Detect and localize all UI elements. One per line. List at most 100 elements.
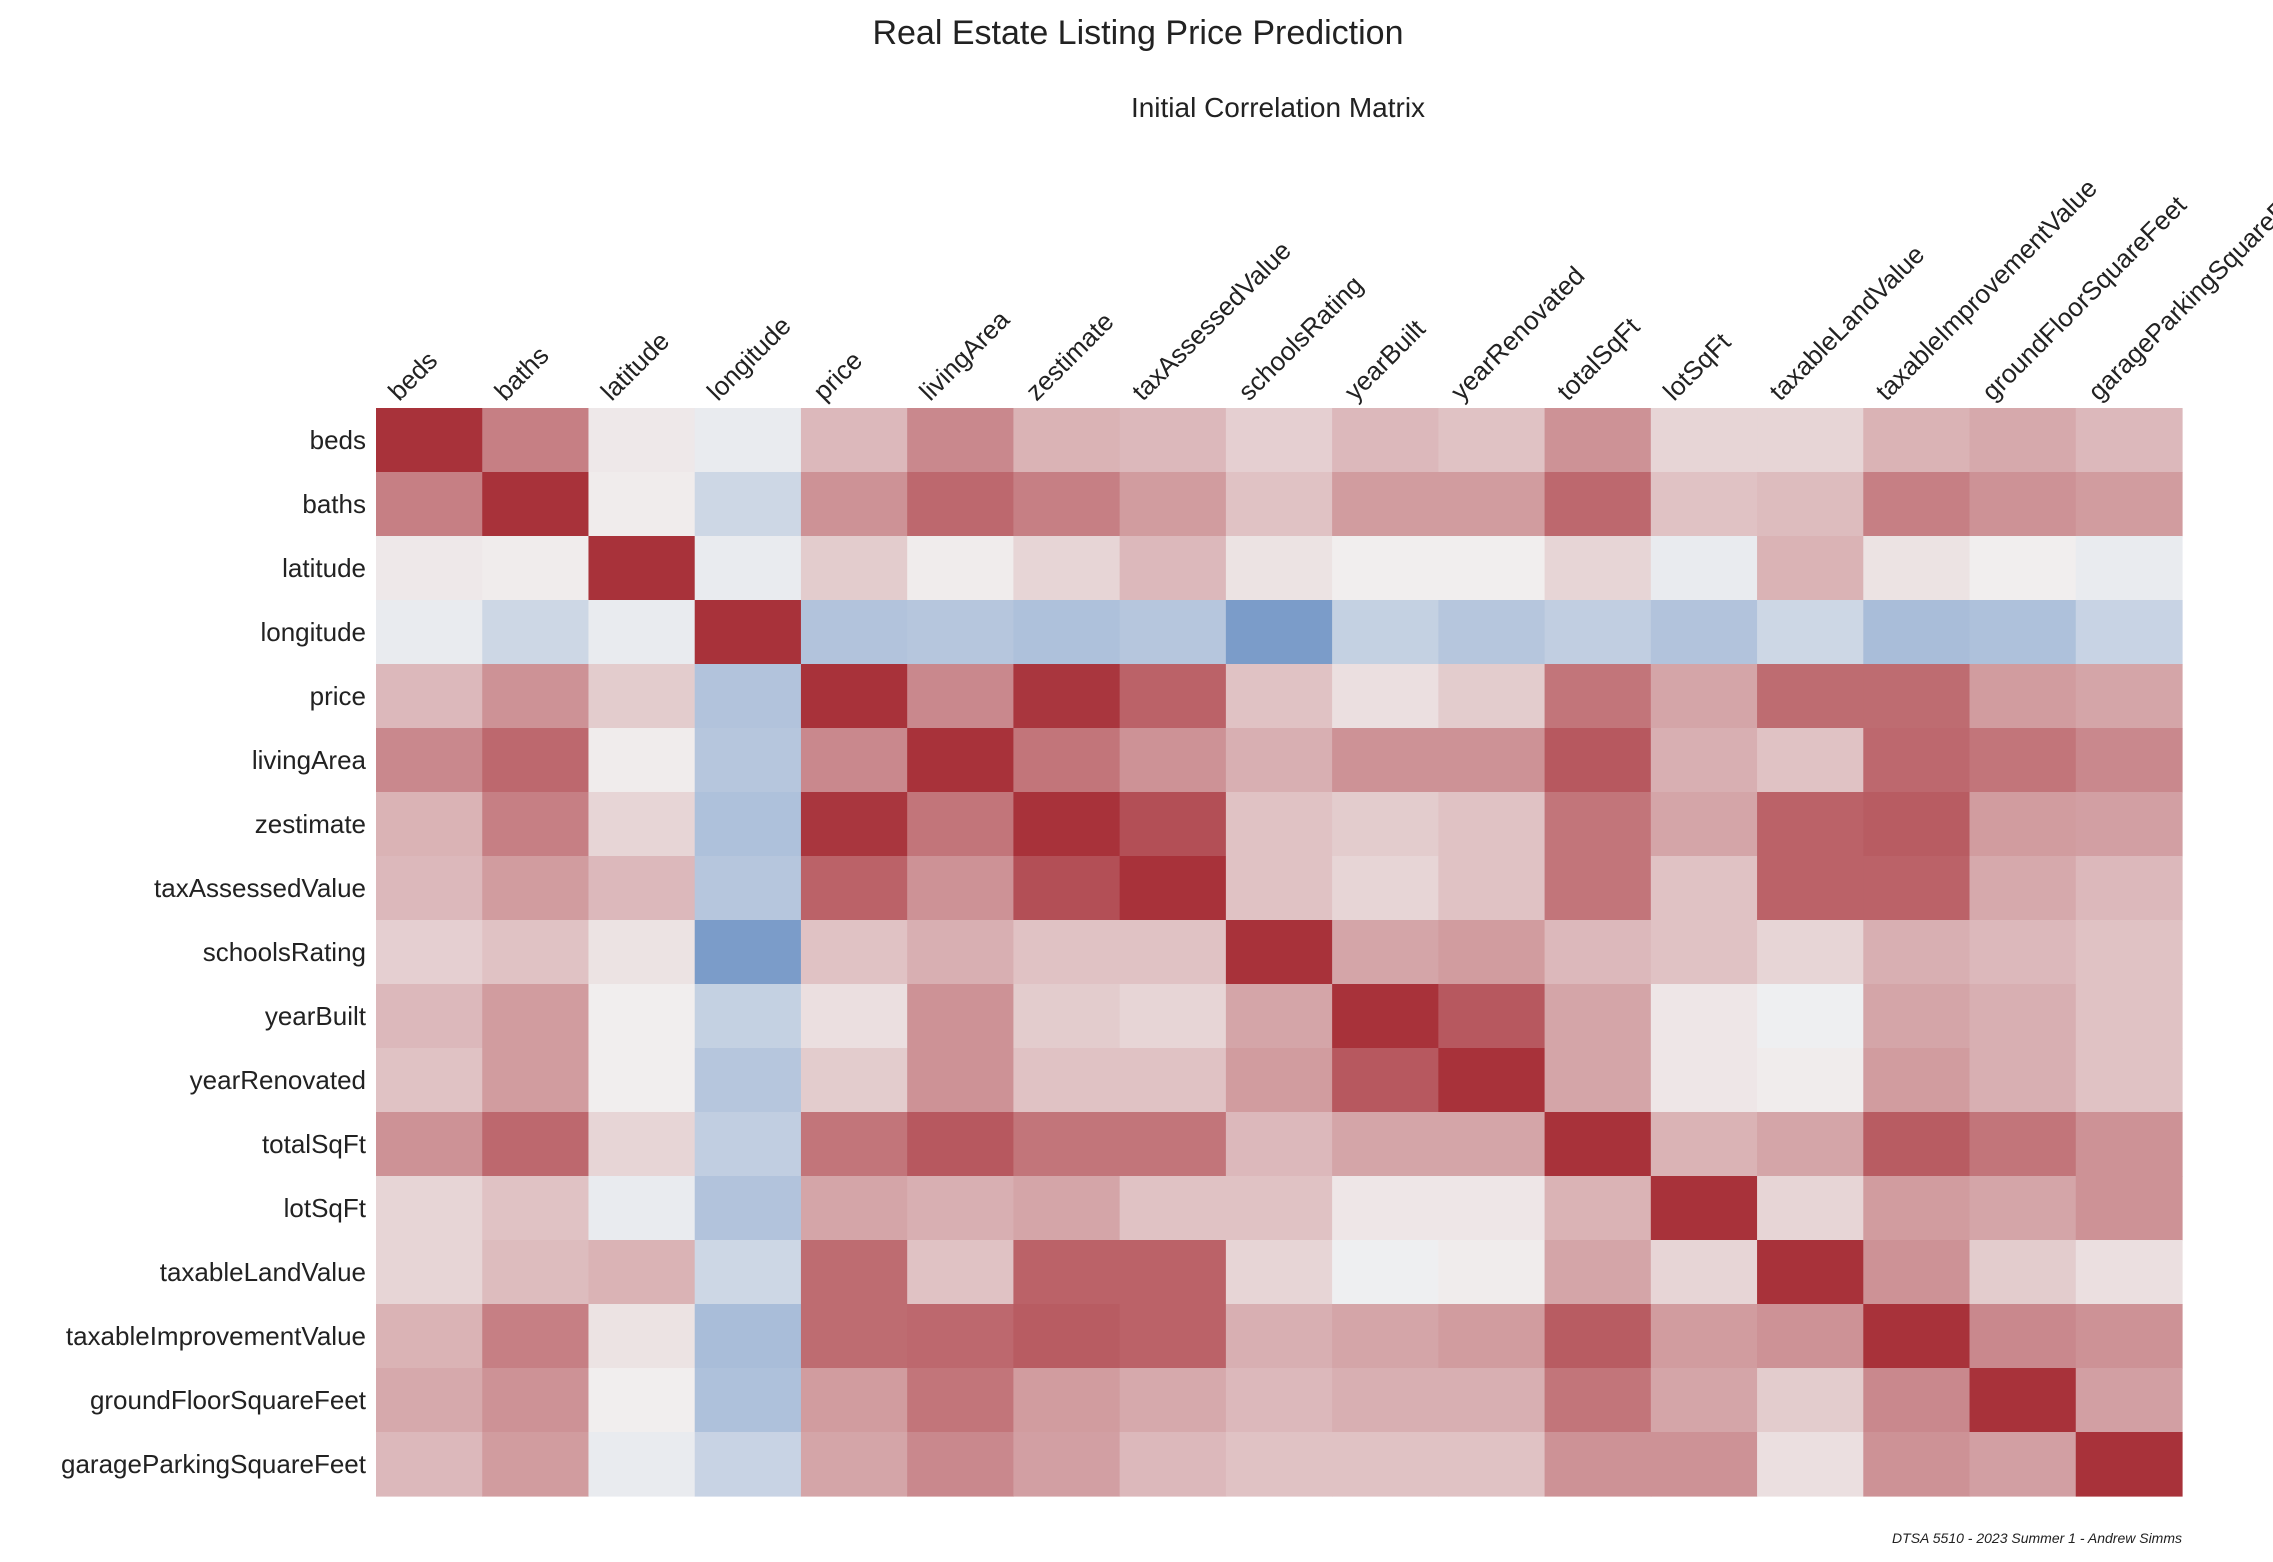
heatmap-cell-totalSqFt-price	[800, 1112, 908, 1177]
heatmap-cell-zestimate-longitude	[694, 792, 802, 857]
heatmap-cell-lotSqFt-zestimate	[1013, 1176, 1121, 1241]
heatmap-cell-yearBuilt-latitude	[588, 984, 696, 1049]
heatmap-cell-longitude-price	[800, 600, 908, 665]
heatmap-cell-livingArea-livingArea	[907, 728, 1015, 793]
heatmap-cell-yearRenovated-price	[800, 1048, 908, 1113]
y-axis-tick-labels: beds baths latitude longitude price livingAre…	[61, 425, 367, 1479]
heatmap-cell-taxableLandValue-livingArea	[907, 1240, 1015, 1305]
heatmap-cell-zestimate-garageParkingSquareFeet	[2075, 792, 2183, 857]
y-tick-label-groundFloorSquareFeet: groundFloorSquareFeet	[90, 1385, 367, 1415]
heatmap-cell-taxableLandValue-price	[800, 1240, 908, 1305]
heatmap-cell-lotSqFt-lotSqFt	[1650, 1176, 1758, 1241]
heatmap-cell-totalSqFt-totalSqFt	[1544, 1112, 1652, 1177]
heatmap-cell-lotSqFt-yearBuilt	[1332, 1176, 1439, 1241]
heatmap-cell-yearBuilt-longitude	[694, 984, 802, 1049]
y-tick-label-taxableLandValue: taxableLandValue	[160, 1257, 366, 1287]
heatmap-cell-garageParkingSquareFeet-longitude	[694, 1432, 802, 1497]
heatmap-cell-garageParkingSquareFeet-yearBuilt	[1332, 1432, 1439, 1497]
heatmap-cell-yearBuilt-yearRenovated	[1438, 984, 1546, 1049]
x-tick-label-lotSqFt: lotSqFt	[1657, 326, 1737, 406]
heatmap-cell-yearRenovated-totalSqFt	[1544, 1048, 1652, 1113]
heatmap-cell-beds-groundFloorSquareFeet	[1969, 408, 2077, 473]
heatmap-cell-taxableLandValue-baths	[482, 1240, 590, 1305]
heatmap-cell-yearBuilt-baths	[482, 984, 590, 1049]
heatmap-cells	[376, 408, 2183, 1497]
heatmap-cell-totalSqFt-schoolsRating	[1225, 1112, 1333, 1177]
heatmap-cell-groundFloorSquareFeet-taxAssessedValue	[1119, 1368, 1227, 1433]
x-tick-label-baths: baths	[488, 340, 554, 406]
heatmap-cell-garageParkingSquareFeet-taxAssessedValue	[1119, 1432, 1227, 1497]
heatmap-cell-latitude-longitude	[694, 536, 802, 601]
x-tick-label-beds: beds	[382, 345, 443, 406]
heatmap-cell-yearBuilt-beds	[376, 984, 483, 1049]
heatmap-cell-yearRenovated-lotSqFt	[1650, 1048, 1758, 1113]
heatmap-cell-zestimate-groundFloorSquareFeet	[1969, 792, 2077, 857]
heatmap-cell-garageParkingSquareFeet-beds	[376, 1432, 483, 1497]
heatmap-cell-taxableImprovementValue-groundFloorSquareFeet	[1969, 1304, 2077, 1369]
heatmap-cell-beds-longitude	[694, 408, 802, 473]
heatmap-cell-yearBuilt-taxableImprovementValue	[1863, 984, 1971, 1049]
heatmap-cell-price-groundFloorSquareFeet	[1969, 664, 2077, 729]
heatmap-cell-livingArea-price	[800, 728, 908, 793]
heatmap-cell-groundFloorSquareFeet-yearRenovated	[1438, 1368, 1546, 1433]
y-tick-label-longitude: longitude	[260, 617, 366, 647]
heatmap-cell-beds-yearRenovated	[1438, 408, 1546, 473]
heatmap-cell-longitude-schoolsRating	[1225, 600, 1333, 665]
heatmap-cell-taxableImprovementValue-zestimate	[1013, 1304, 1121, 1369]
heatmap-cell-totalSqFt-taxableImprovementValue	[1863, 1112, 1971, 1177]
y-tick-label-totalSqFt: totalSqFt	[262, 1129, 367, 1159]
heatmap-cell-garageParkingSquareFeet-schoolsRating	[1225, 1432, 1333, 1497]
heatmap-cell-latitude-taxableLandValue	[1757, 536, 1864, 601]
heatmap-cell-taxAssessedValue-price	[800, 856, 908, 921]
heatmap-cell-yearRenovated-livingArea	[907, 1048, 1015, 1113]
heatmap-cell-totalSqFt-taxableLandValue	[1757, 1112, 1864, 1177]
heatmap-cell-livingArea-yearBuilt	[1332, 728, 1439, 793]
heatmap-cell-price-price	[800, 664, 908, 729]
heatmap-cell-totalSqFt-latitude	[588, 1112, 696, 1177]
heatmap-cell-yearRenovated-groundFloorSquareFeet	[1969, 1048, 2077, 1113]
y-tick-label-taxableImprovementValue: taxableImprovementValue	[66, 1321, 366, 1351]
heatmap-cell-beds-yearBuilt	[1332, 408, 1439, 473]
heatmap-cell-longitude-groundFloorSquareFeet	[1969, 600, 2077, 665]
heatmap-cell-garageParkingSquareFeet-yearRenovated	[1438, 1432, 1546, 1497]
heatmap-cell-yearBuilt-totalSqFt	[1544, 984, 1652, 1049]
heatmap-cell-price-zestimate	[1013, 664, 1121, 729]
heatmap-cell-taxableImprovementValue-taxAssessedValue	[1119, 1304, 1227, 1369]
heatmap-cell-yearRenovated-beds	[376, 1048, 483, 1113]
heatmap-cell-livingArea-taxableImprovementValue	[1863, 728, 1971, 793]
heatmap-cell-garageParkingSquareFeet-garageParkingSquareFeet	[2075, 1432, 2183, 1497]
y-tick-label-yearRenovated: yearRenovated	[190, 1065, 366, 1095]
x-tick-label-livingArea: livingArea	[913, 304, 1015, 406]
heatmap-cell-yearBuilt-groundFloorSquareFeet	[1969, 984, 2077, 1049]
y-tick-label-lotSqFt: lotSqFt	[284, 1193, 367, 1223]
heatmap-cell-baths-lotSqFt	[1650, 472, 1758, 537]
heatmap-cell-groundFloorSquareFeet-groundFloorSquareFeet	[1969, 1368, 2077, 1433]
heatmap-cell-livingArea-zestimate	[1013, 728, 1121, 793]
heatmap-cell-taxableImprovementValue-schoolsRating	[1225, 1304, 1333, 1369]
heatmap-cell-baths-totalSqFt	[1544, 472, 1652, 537]
heatmap-cell-schoolsRating-garageParkingSquareFeet	[2075, 920, 2183, 985]
heatmap-cell-yearRenovated-taxableImprovementValue	[1863, 1048, 1971, 1113]
heatmap-cell-baths-schoolsRating	[1225, 472, 1333, 537]
heatmap-cell-yearRenovated-latitude	[588, 1048, 696, 1113]
heatmap-cell-garageParkingSquareFeet-totalSqFt	[1544, 1432, 1652, 1497]
heatmap-cell-longitude-livingArea	[907, 600, 1015, 665]
y-tick-label-zestimate: zestimate	[255, 809, 366, 839]
heatmap-cell-lotSqFt-price	[800, 1176, 908, 1241]
heatmap-cell-taxableLandValue-yearBuilt	[1332, 1240, 1439, 1305]
x-tick-label-longitude: longitude	[701, 310, 797, 406]
heatmap-cell-baths-garageParkingSquareFeet	[2075, 472, 2183, 537]
heatmap-cell-schoolsRating-yearRenovated	[1438, 920, 1546, 985]
heatmap-cell-lotSqFt-taxAssessedValue	[1119, 1176, 1227, 1241]
heatmap-cell-yearBuilt-schoolsRating	[1225, 984, 1333, 1049]
heatmap-cell-baths-taxableImprovementValue	[1863, 472, 1971, 537]
heatmap-cell-price-livingArea	[907, 664, 1015, 729]
heatmap-cell-taxableImprovementValue-baths	[482, 1304, 590, 1369]
chart-suptitle: Real Estate Listing Price Prediction	[872, 14, 1403, 52]
heatmap-cell-taxableLandValue-schoolsRating	[1225, 1240, 1333, 1305]
heatmap-cell-taxableLandValue-zestimate	[1013, 1240, 1121, 1305]
heatmap-cell-groundFloorSquareFeet-yearBuilt	[1332, 1368, 1439, 1433]
heatmap-cell-garageParkingSquareFeet-livingArea	[907, 1432, 1015, 1497]
heatmap-cell-baths-latitude	[588, 472, 696, 537]
heatmap-cell-beds-livingArea	[907, 408, 1015, 473]
